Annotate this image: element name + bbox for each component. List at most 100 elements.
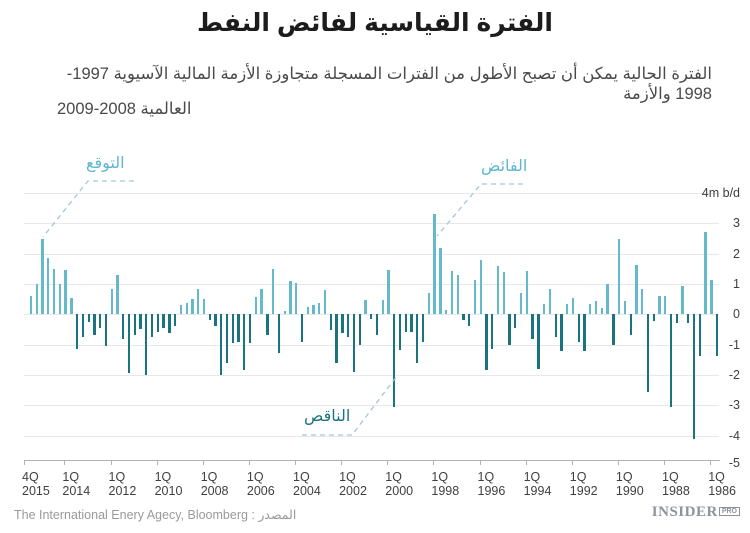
deficit-bar	[75, 314, 79, 350]
deficit-bar	[214, 314, 217, 327]
x-axis-tick-label: 1Q 2006	[246, 470, 275, 498]
surplus-bar	[571, 297, 575, 315]
x-axis-tick-label: 4Q 2015	[22, 470, 50, 498]
surplus-bar	[623, 301, 627, 315]
surplus-bar	[312, 305, 315, 315]
surplus-bar	[116, 274, 119, 315]
gridline	[24, 405, 719, 407]
x-axis-tick-label: 1Q 2000	[385, 470, 414, 498]
deficit-bar	[560, 314, 563, 351]
deficit-bar	[646, 314, 650, 392]
logo-brand-text: INSIDER	[651, 504, 718, 520]
x-axis-tick	[387, 461, 389, 465]
surplus-bar	[710, 280, 713, 315]
surplus-bar	[318, 303, 321, 315]
x-axis-tick	[110, 461, 112, 465]
x-axis-tick-label: 1Q 2004	[293, 470, 321, 498]
subtitle-line-1: الفترة الحالية يمكن أن تصبح الأطول من ال…	[66, 65, 712, 103]
surplus-bar	[64, 270, 67, 315]
deficit-bar	[698, 314, 702, 356]
surplus-bar	[543, 304, 546, 315]
surplus-bar	[323, 290, 327, 315]
x-axis-tick	[571, 461, 573, 465]
surplus-bar	[664, 296, 667, 315]
x-axis-tick	[341, 461, 343, 465]
deficit-bar	[174, 314, 177, 326]
x-axis-tick-label: 1Q 1986	[708, 470, 736, 498]
surplus-bar	[433, 214, 436, 315]
source-credit: The International Enery Agecy, Bloomberg…	[14, 508, 297, 522]
deficit-bar	[491, 314, 494, 350]
deficit-bar	[93, 314, 96, 336]
subtitle-line-2: العالمية 2008-2009	[57, 100, 192, 118]
deficit-bar	[375, 314, 379, 335]
deficit-bar	[462, 314, 465, 321]
deficit-bar	[583, 314, 586, 351]
surplus-bar	[254, 297, 258, 315]
deficit-bar	[150, 314, 154, 337]
surplus-bar	[589, 304, 592, 315]
y-axis-tick-label: -2	[728, 368, 740, 382]
y-axis-tick-label: -4	[728, 428, 740, 443]
gridline	[24, 253, 719, 255]
surplus-bar	[58, 284, 61, 315]
surplus-bar	[427, 292, 431, 315]
x-axis-tick-label: 1Q 1990	[615, 470, 644, 498]
x-axis-tick-label: 1Q 2010	[154, 470, 183, 498]
deficit-bar	[652, 314, 655, 321]
deficit-bar	[404, 314, 407, 333]
surplus-bar	[381, 300, 384, 315]
deficit-bar	[127, 314, 131, 374]
surplus-bar	[519, 292, 523, 315]
x-axis-tick-label: 1Q 1992	[569, 470, 598, 498]
x-axis-tick-label: 1Q 2014	[62, 470, 91, 498]
y-axis-tick-label: -5	[728, 455, 740, 470]
surplus-bar	[191, 298, 194, 315]
surplus-bar	[387, 270, 390, 315]
deficit-bar	[156, 314, 160, 333]
deficit-bar	[162, 314, 165, 329]
deficit-bar	[329, 314, 332, 331]
surplus-bar	[110, 288, 113, 315]
deficit-bar	[410, 314, 413, 333]
surplus-bar	[35, 284, 38, 315]
y-axis-tick-label: 1	[733, 277, 740, 291]
deficit-bar	[675, 314, 678, 324]
deficit-bar	[577, 314, 580, 342]
deficit-bar	[335, 314, 338, 363]
x-axis-tick	[525, 461, 527, 465]
surplus-bar	[272, 268, 275, 315]
surplus-bar	[197, 289, 200, 315]
surplus-bar	[617, 238, 621, 315]
deficit-bar	[468, 314, 471, 327]
x-axis-tick-label: 1Q 1994	[523, 470, 552, 498]
deficit-bar	[266, 314, 269, 336]
deficit-bar	[248, 314, 252, 344]
deficit-bar	[393, 314, 396, 407]
surplus-bar	[295, 282, 298, 315]
deficit-bar	[231, 314, 234, 344]
insider-pro-logo: INSIDER PRO	[652, 503, 740, 521]
y-axis-tick-label: 2	[733, 246, 740, 261]
deficit-bar	[485, 314, 488, 370]
deficit-annotation-label: الناقص	[304, 408, 351, 425]
deficit-bar	[669, 314, 673, 407]
logo-pro-badge: PRO	[718, 507, 740, 516]
x-axis-tick	[710, 461, 712, 465]
x-axis-line	[24, 460, 720, 461]
deficit-bar	[145, 314, 148, 375]
x-axis-tick	[664, 461, 665, 465]
gridline	[24, 344, 719, 346]
deficit-bar	[99, 314, 102, 328]
surplus-bar	[260, 288, 263, 315]
deficit-bar	[81, 314, 85, 337]
y-axis-tick-label: 4m b/d	[701, 186, 740, 200]
y-axis-tick-label: 3	[733, 216, 740, 231]
surplus-bar	[364, 300, 367, 315]
surplus-bar	[704, 231, 707, 315]
surplus-bar	[548, 288, 552, 315]
y-axis-tick-label: 0	[733, 307, 740, 322]
surplus-bar	[185, 302, 188, 315]
x-axis-tick	[64, 461, 66, 465]
deficit-bar	[346, 314, 350, 337]
